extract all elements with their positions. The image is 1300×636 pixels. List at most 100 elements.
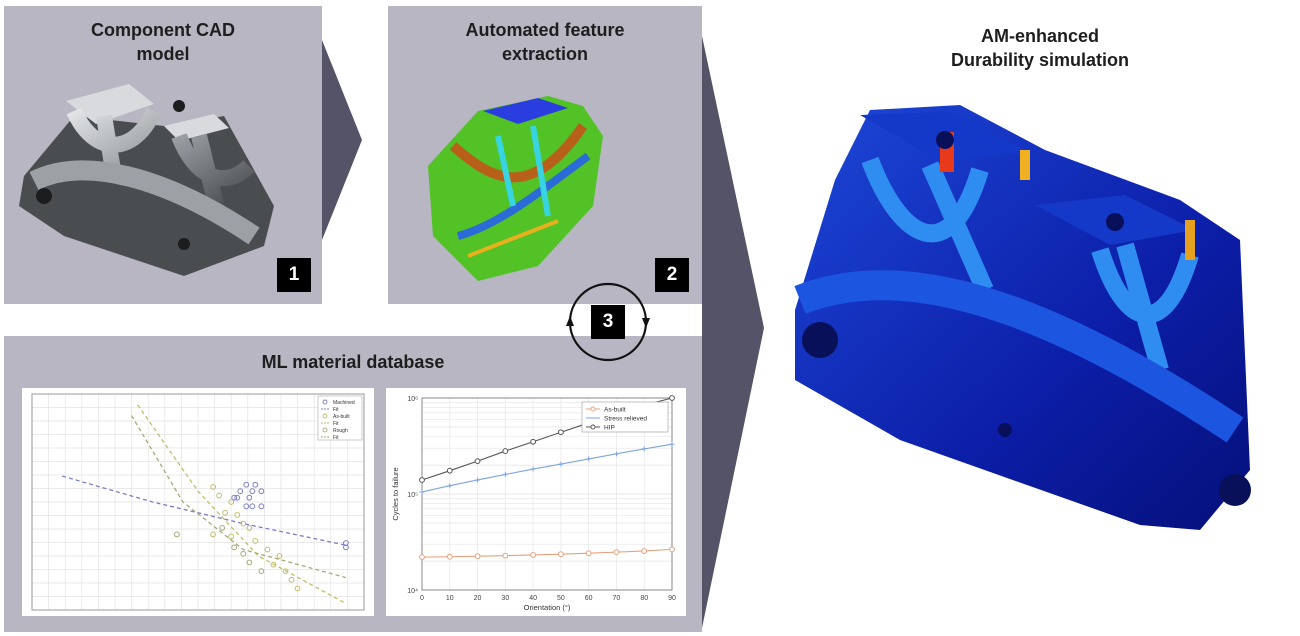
co-legend-label: As-built [604,407,626,414]
sn-data-point [237,488,244,495]
sn-data-point [270,561,277,568]
sn-data-point [234,512,241,518]
co-data-point [446,467,453,474]
co-data-point [446,553,453,560]
feature-extraction-image [428,96,603,281]
co-legend-marker [590,406,596,412]
co-legend-marker [590,424,596,430]
cad-model-title: Component CAD model [91,20,235,64]
step-badge-1: 1 [277,258,311,292]
co-data-point [557,429,564,436]
co-data-point [613,549,620,556]
co-xtick-label: 90 [668,595,676,602]
sn-data-point [288,576,295,583]
co-ytick-label: 10⁶ [407,396,418,403]
sn-scatter-chart: Machined Fit As-built Fit Rough Fit [22,388,374,616]
co-data-point [474,458,481,465]
sn-data-point [246,494,253,501]
co-series-line [421,548,673,558]
co-data-point [669,395,675,401]
co-legend-label: HIP [604,425,615,432]
sn-data-point [246,525,253,531]
sn-data-point [246,559,253,566]
co-data-point [419,477,425,483]
co-data-point [530,552,537,558]
sn-data-point [282,568,289,575]
sn-data-point [258,503,265,510]
co-legend: As-built Stress relieved HIP [581,401,669,433]
co-data-point [557,551,564,558]
sn-data-point [252,537,259,544]
co-yaxis-label: Cycles to failure [391,467,400,520]
sn-legend-label: Fit [333,421,339,427]
cycles-orientation-chart: 0 10 20 30 40 50 60 70 80 90 10⁴ 10⁵ 10⁶ Orientation … [386,388,686,616]
sn-data-point [222,509,229,516]
co-data-point [502,552,509,559]
sn-legend-marker [322,427,328,433]
co-data-point [669,546,675,553]
sn-data-point [276,553,283,559]
feature-extraction-panel: Automated feature extraction 2 [388,6,702,304]
co-xtick-label: 0 [420,595,424,602]
sn-data-point [210,483,216,490]
co-data-point [613,451,619,457]
sn-data-point [210,531,216,538]
sn-data-point [234,494,241,501]
co-data-point [447,483,453,489]
co-data-point [475,477,481,483]
sn-data-point [264,546,271,553]
sn-data-point [243,503,250,510]
co-xtick-label: 70 [613,595,621,602]
sn-data-point [342,544,349,551]
sn-data-point [231,544,238,551]
sn-grid [31,393,365,611]
co-data-point [474,553,481,560]
co-xtick-label: 50 [557,595,565,602]
cad-model-panel: Component CAD model 1 [4,6,322,304]
flow-arrow-1 [322,40,362,240]
co-xtick-label: 30 [501,595,509,602]
sn-legend-marker [322,413,328,419]
sn-data-point [216,492,223,499]
sn-data-point [228,533,235,540]
durability-simulation-title: AM-enhanced Durability simulation [950,26,1130,70]
sn-data-point [258,488,265,495]
co-xtick-label: 60 [585,595,593,602]
co-series-line [421,443,673,493]
sn-data-point [231,494,238,501]
co-data-point [530,466,536,472]
durability-simulation-image [794,105,1251,530]
sn-fit-curve [137,404,347,605]
sn-data-point [258,568,265,575]
sn-data-point [240,520,247,527]
ml-database-title: ML material database [261,352,445,372]
co-data-point [502,448,509,454]
cad-bracket-image [19,84,274,276]
co-xtick-label: 20 [474,595,482,602]
sn-data-point [240,550,247,557]
flow-arrow-2 [702,36,764,628]
co-data-point [530,438,537,445]
co-data-point [419,554,425,561]
co-xaxis-label: Orientation (°) [524,603,571,612]
co-data-point [669,441,675,447]
co-data-point [641,446,647,452]
sn-data-point [249,488,256,495]
sn-legend-label: Rough [333,428,348,434]
sn-legend-label: As-built [333,414,350,420]
co-data-point [558,461,564,467]
sn-data-point [219,525,226,531]
sn-data-point [252,481,259,488]
sn-plot-frame [31,393,365,611]
sn-data-point [294,585,301,592]
sn-legend-label: Fit [333,435,339,441]
sn-legend-marker [322,399,328,405]
co-ytick-label: 10⁵ [407,492,418,499]
feature-extraction-title: Automated feature extraction [465,20,625,64]
sn-data-point [249,503,256,510]
sn-legend-label: Machined [333,400,355,406]
co-data-point [419,489,425,495]
step-badge-3: 3 [591,305,625,339]
co-data-point [502,471,508,477]
